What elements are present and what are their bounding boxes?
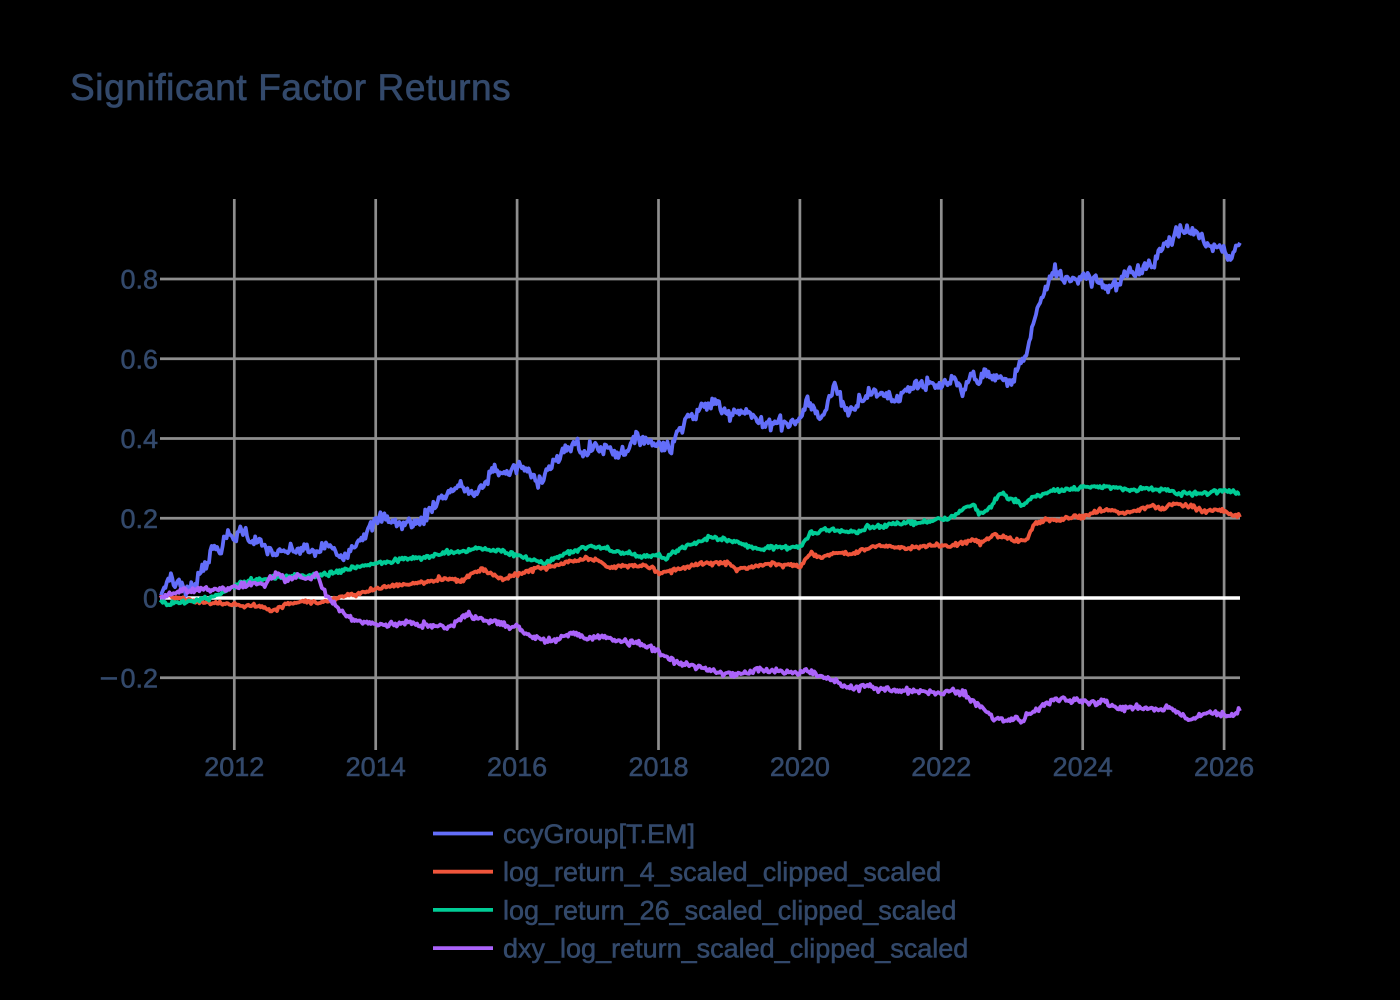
svg-text:log_return_4_scaled_clipped_sc: log_return_4_scaled_clipped_scaled bbox=[503, 857, 941, 887]
svg-text:0.2: 0.2 bbox=[120, 504, 158, 534]
svg-text:Significant Factor Returns: Significant Factor Returns bbox=[70, 67, 511, 108]
svg-text:2024: 2024 bbox=[1053, 752, 1113, 782]
svg-text:2026: 2026 bbox=[1194, 752, 1254, 782]
svg-text:0: 0 bbox=[143, 584, 158, 614]
svg-text:2018: 2018 bbox=[628, 752, 688, 782]
svg-text:dxy_log_return_scaled_clipped_: dxy_log_return_scaled_clipped_scaled bbox=[503, 934, 968, 964]
svg-text:0.6: 0.6 bbox=[120, 344, 158, 374]
svg-text:log_return_26_scaled_clipped_s: log_return_26_scaled_clipped_scaled bbox=[503, 895, 956, 925]
svg-text:ccyGroup[T.EM]: ccyGroup[T.EM] bbox=[503, 819, 695, 849]
svg-text:2022: 2022 bbox=[911, 752, 971, 782]
svg-text:0.2: 0.2 bbox=[120, 663, 158, 693]
svg-text:2012: 2012 bbox=[204, 752, 264, 782]
svg-text:2014: 2014 bbox=[346, 752, 406, 782]
svg-text:0.8: 0.8 bbox=[120, 265, 158, 295]
svg-text:2020: 2020 bbox=[770, 752, 830, 782]
svg-text:2016: 2016 bbox=[487, 752, 547, 782]
svg-text:0.4: 0.4 bbox=[120, 424, 158, 454]
